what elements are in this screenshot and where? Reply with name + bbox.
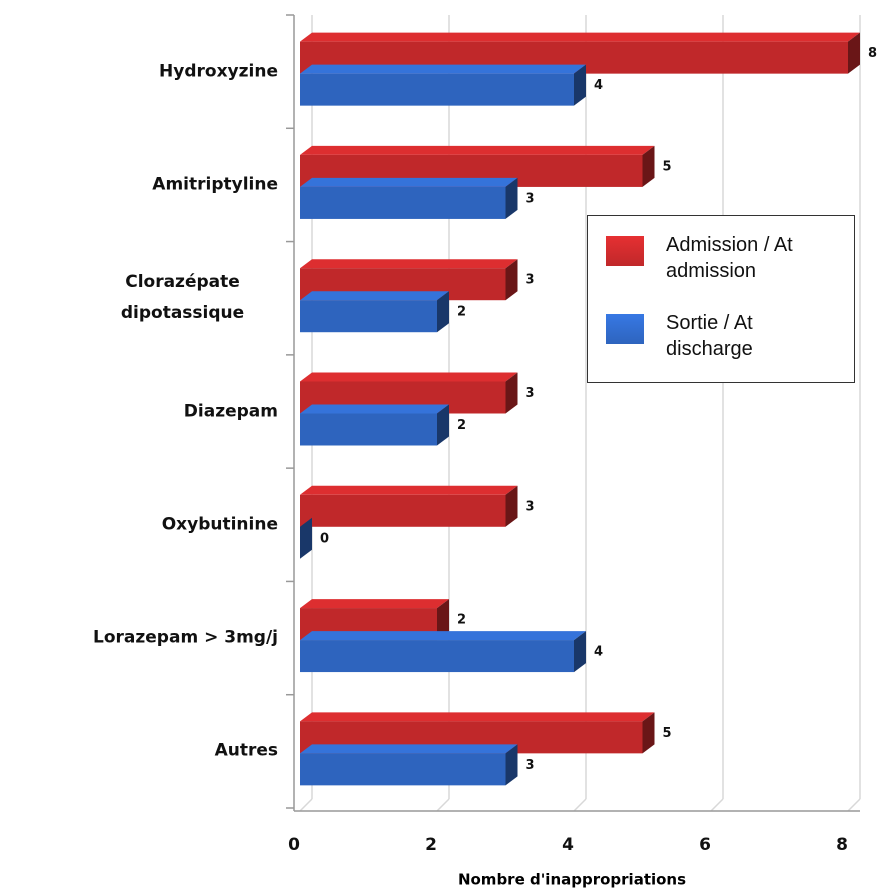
y-tick-label: Autres xyxy=(214,740,278,761)
y-tick-label: Amitriptyline xyxy=(152,174,278,195)
legend-item: Admission / At admission xyxy=(606,232,841,284)
data-label: 2 xyxy=(457,305,466,320)
floor-line xyxy=(299,798,313,812)
bar xyxy=(300,291,449,333)
bar xyxy=(300,177,518,219)
floor-line xyxy=(847,798,861,812)
x-tick-label: 8 xyxy=(836,835,848,855)
data-label: 4 xyxy=(594,78,603,93)
data-label: 5 xyxy=(663,159,672,174)
data-label: 2 xyxy=(457,613,466,628)
legend-item: Sortie / At discharge xyxy=(606,310,841,362)
floor-line xyxy=(573,798,587,812)
y-tick-label: Clorazépate dipotassique xyxy=(120,272,245,324)
floor-line xyxy=(436,798,450,812)
bar xyxy=(300,64,586,106)
data-label: 8 xyxy=(868,46,877,61)
y-tick-label: Diazepam xyxy=(183,401,278,421)
x-tick-label: 6 xyxy=(699,835,711,855)
y-tick-label: Hydroxyzine xyxy=(159,61,278,82)
legend-swatch xyxy=(606,314,644,344)
floor-line xyxy=(710,798,724,812)
data-label: 3 xyxy=(526,191,535,206)
x-axis-title: Nombre d'inappropriations xyxy=(458,871,686,889)
legend-label: Sortie / At discharge xyxy=(666,312,753,360)
data-label: 4 xyxy=(594,645,603,660)
legend: Admission / At admission Sortie / At disc… xyxy=(587,215,855,383)
x-tick-label: 4 xyxy=(562,835,574,855)
bar xyxy=(300,404,449,446)
data-label: 3 xyxy=(526,273,535,288)
y-tick-label: Oxybutinine xyxy=(161,514,278,535)
bar xyxy=(300,744,518,786)
data-label: 5 xyxy=(663,726,672,741)
data-label: 2 xyxy=(457,418,466,433)
legend-swatch xyxy=(606,236,644,266)
bar xyxy=(300,517,312,559)
bar xyxy=(300,485,518,527)
data-label: 3 xyxy=(526,758,535,773)
x-tick-label: 0 xyxy=(288,835,300,855)
x-tick-label: 2 xyxy=(425,835,437,855)
bar xyxy=(300,631,586,673)
data-label: 3 xyxy=(526,499,535,514)
legend-label: Admission / At admission xyxy=(666,234,793,282)
data-label: 3 xyxy=(526,386,535,401)
y-tick-label: Lorazepam > 3mg/j xyxy=(93,627,278,648)
data-label: 0 xyxy=(320,531,329,546)
